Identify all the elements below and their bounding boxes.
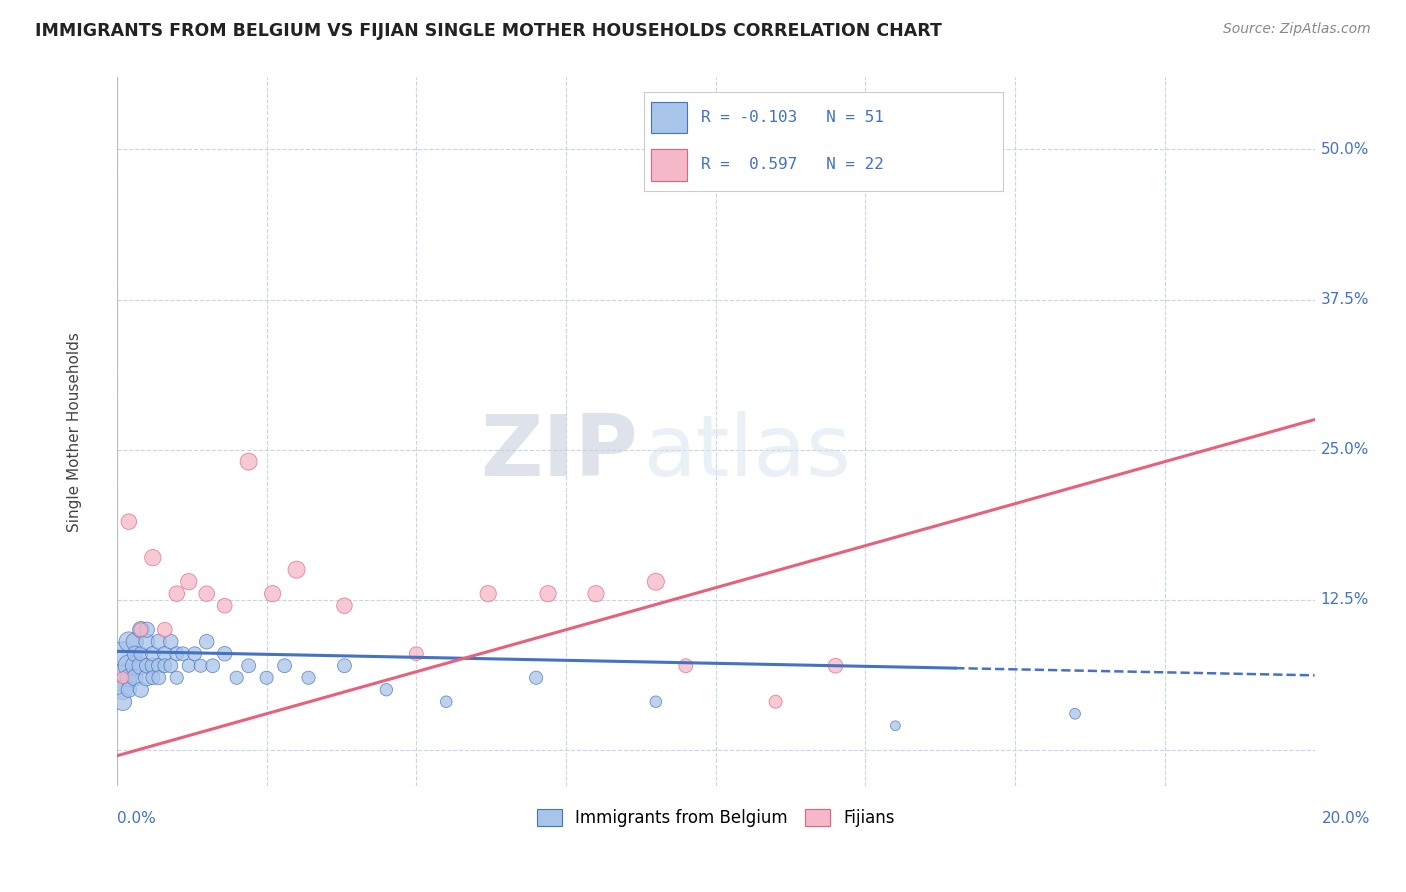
Point — [142, 671, 165, 685]
Point — [118, 658, 141, 673]
Point — [177, 658, 200, 673]
Point — [166, 587, 188, 601]
Point — [111, 647, 134, 661]
Point — [124, 647, 146, 661]
Point — [166, 671, 188, 685]
Point — [190, 658, 212, 673]
Text: atlas: atlas — [644, 411, 852, 494]
Point — [153, 647, 176, 661]
Point — [111, 695, 134, 709]
Point — [195, 587, 218, 601]
Point — [238, 658, 260, 673]
Point — [135, 658, 157, 673]
Point — [765, 695, 787, 709]
Point — [172, 647, 194, 661]
Point — [537, 587, 560, 601]
Point — [124, 658, 146, 673]
Point — [585, 587, 607, 601]
Point — [142, 550, 165, 565]
Point — [142, 658, 165, 673]
Point — [214, 647, 236, 661]
Point — [375, 682, 398, 697]
Point — [824, 658, 846, 673]
Text: Single Mother Households: Single Mother Households — [67, 332, 83, 532]
Point — [135, 634, 157, 648]
Point — [333, 658, 356, 673]
Text: 50.0%: 50.0% — [1320, 142, 1369, 157]
Point — [297, 671, 319, 685]
Point — [644, 695, 666, 709]
Point — [148, 658, 170, 673]
Point — [214, 599, 236, 613]
Point — [675, 658, 697, 673]
Point — [285, 563, 308, 577]
Point — [183, 647, 205, 661]
Legend: Immigrants from Belgium, Fijians: Immigrants from Belgium, Fijians — [530, 803, 901, 834]
Point — [405, 647, 427, 661]
Point — [142, 647, 165, 661]
Point — [111, 671, 134, 685]
Point — [256, 671, 278, 685]
Point — [153, 623, 176, 637]
Point — [238, 455, 260, 469]
Point — [195, 634, 218, 648]
Point — [884, 719, 907, 733]
Text: ZIP: ZIP — [479, 411, 638, 494]
Point — [148, 634, 170, 648]
Text: 12.5%: 12.5% — [1320, 592, 1369, 607]
Point — [118, 515, 141, 529]
Point — [118, 634, 141, 648]
Text: 20.0%: 20.0% — [1322, 811, 1369, 826]
Point — [118, 671, 141, 685]
Text: 0.0%: 0.0% — [117, 811, 156, 826]
Point — [135, 671, 157, 685]
Point — [477, 587, 499, 601]
Point — [129, 623, 152, 637]
Text: IMMIGRANTS FROM BELGIUM VS FIJIAN SINGLE MOTHER HOUSEHOLDS CORRELATION CHART: IMMIGRANTS FROM BELGIUM VS FIJIAN SINGLE… — [35, 22, 942, 40]
Point — [225, 671, 247, 685]
Point — [129, 623, 152, 637]
Point — [111, 671, 134, 685]
Point — [118, 682, 141, 697]
Point — [148, 671, 170, 685]
Point — [434, 695, 457, 709]
Point — [262, 587, 284, 601]
Point — [111, 682, 134, 697]
Point — [974, 119, 997, 133]
Point — [524, 671, 547, 685]
Point — [166, 647, 188, 661]
Point — [177, 574, 200, 589]
Point — [159, 634, 181, 648]
Point — [1064, 706, 1087, 721]
Point — [644, 574, 666, 589]
Point — [124, 671, 146, 685]
Point — [159, 658, 181, 673]
Point — [124, 634, 146, 648]
Point — [153, 658, 176, 673]
Point — [333, 599, 356, 613]
Point — [129, 647, 152, 661]
Point — [201, 658, 224, 673]
Text: 37.5%: 37.5% — [1320, 292, 1369, 307]
Text: Source: ZipAtlas.com: Source: ZipAtlas.com — [1223, 22, 1371, 37]
Point — [129, 682, 152, 697]
Point — [129, 658, 152, 673]
Point — [273, 658, 295, 673]
Point — [135, 623, 157, 637]
Text: 25.0%: 25.0% — [1320, 442, 1369, 457]
